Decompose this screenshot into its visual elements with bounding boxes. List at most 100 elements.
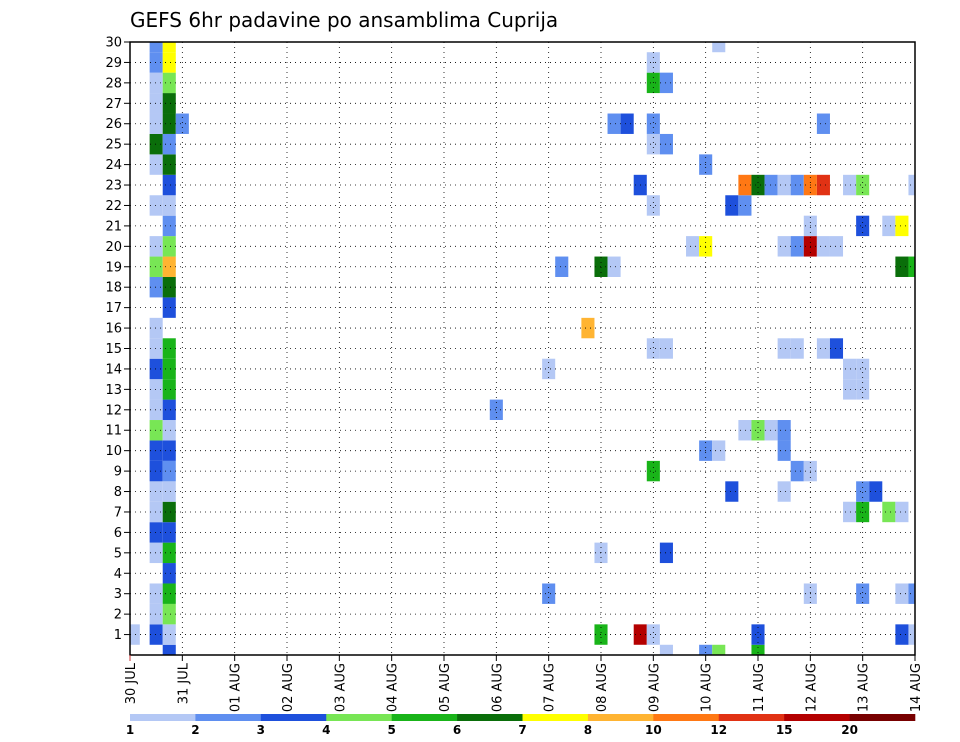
data-cell: [162, 522, 176, 543]
y-tick-label: 9: [114, 465, 122, 480]
x-tick-label: 31 JUL: [176, 662, 191, 704]
data-cell: [162, 379, 176, 400]
data-cell: [856, 215, 870, 237]
x-tick-label: 14 AUG: [909, 663, 924, 712]
data-cell: [149, 195, 163, 216]
data-cell: [764, 420, 778, 441]
data-cell: [542, 583, 556, 604]
data-cell: [149, 583, 163, 604]
y-tick-label: 5: [114, 546, 122, 561]
data-cell: [162, 42, 176, 53]
y-tick-label: 15: [105, 342, 122, 357]
y-tick-label: 6: [114, 526, 122, 541]
colorbar-label: 7: [518, 723, 526, 737]
data-cell: [130, 624, 140, 645]
data-cell: [777, 338, 791, 359]
y-tick-label: 30: [105, 36, 122, 51]
colorbar-segment: [587, 714, 654, 721]
data-cell: [659, 542, 673, 564]
data-cell: [149, 93, 163, 114]
data-cell: [712, 42, 726, 53]
x-tick-label: 11 AUG: [752, 663, 767, 712]
data-cell: [162, 256, 176, 277]
data-cell: [829, 338, 844, 359]
colorbar-segment: [522, 714, 589, 721]
data-cell: [149, 154, 163, 175]
y-tick-label: 12: [105, 403, 122, 418]
colorbar-segment: [326, 714, 392, 721]
data-cell: [542, 358, 556, 380]
data-cell: [646, 113, 660, 134]
data-cell: [149, 113, 163, 134]
data-cell: [162, 358, 176, 380]
colorbar-segment: [130, 714, 196, 721]
data-cell: [895, 256, 909, 277]
data-cell: [162, 276, 176, 298]
y-tick-label: 22: [105, 199, 122, 214]
data-cell: [149, 317, 163, 339]
x-tick-label: 10 AUG: [700, 663, 715, 712]
y-tick-label: 21: [105, 219, 122, 234]
y-tick-label: 8: [114, 485, 122, 500]
data-cell: [646, 195, 660, 216]
y-tick-label: 24: [105, 158, 122, 173]
colorbar-label: 5: [387, 723, 395, 737]
data-cell: [581, 317, 595, 339]
data-cell: [738, 174, 752, 196]
data-cell: [607, 113, 621, 134]
data-cell: [790, 236, 804, 257]
data-cell: [751, 174, 765, 196]
data-cell: [908, 174, 915, 196]
y-tick-label: 19: [105, 260, 122, 275]
data-cell: [764, 174, 778, 196]
y-tick-label: 1: [114, 628, 122, 643]
data-cell: [908, 624, 915, 645]
data-cell: [659, 644, 673, 655]
data-cell: [843, 501, 857, 523]
data-cell: [149, 379, 163, 400]
data-cell: [149, 522, 163, 543]
data-cell: [777, 420, 791, 441]
data-cell: [162, 236, 176, 257]
data-cell: [856, 358, 870, 380]
colorbar-label: 20: [841, 723, 858, 737]
data-cell: [843, 358, 857, 380]
data-cell: [162, 542, 176, 564]
data-cell: [489, 399, 503, 421]
data-cell: [162, 603, 176, 625]
y-tick-label: 11: [105, 424, 122, 439]
data-cell: [751, 644, 765, 655]
y-tick-label: 28: [105, 76, 122, 91]
data-cell: [162, 624, 176, 645]
y-axis: 1234567891011121314151617181920212223242…: [105, 36, 130, 643]
y-tick-label: 25: [105, 138, 122, 153]
colorbar-label: 15: [776, 723, 793, 737]
colorbar-label: 8: [584, 723, 592, 737]
y-tick-label: 17: [105, 301, 122, 316]
data-cell: [162, 440, 176, 461]
data-cell: [856, 481, 870, 502]
y-tick-label: 2: [114, 608, 122, 623]
data-cell: [149, 133, 163, 155]
data-cell: [712, 440, 726, 461]
data-cell: [856, 583, 870, 604]
data-cell: [895, 501, 909, 523]
data-cell: [843, 379, 857, 400]
data-cell: [751, 624, 765, 645]
data-cell: [895, 624, 909, 645]
x-tick-label: 06 AUG: [490, 663, 505, 712]
grid-lines: [130, 42, 915, 655]
data-cell: [149, 460, 163, 482]
data-cell: [149, 624, 163, 645]
colorbar-label: 3: [257, 723, 265, 737]
colorbar-label: 10: [645, 723, 662, 737]
data-cell: [149, 399, 163, 421]
data-cell: [162, 583, 176, 604]
data-cell: [175, 113, 189, 134]
data-cell: [856, 379, 870, 400]
data-cell: [659, 338, 673, 359]
x-tick-label: 13 AUG: [857, 663, 872, 712]
data-cell: [149, 603, 163, 625]
data-cell: [149, 72, 163, 94]
data-cell: [162, 72, 176, 94]
